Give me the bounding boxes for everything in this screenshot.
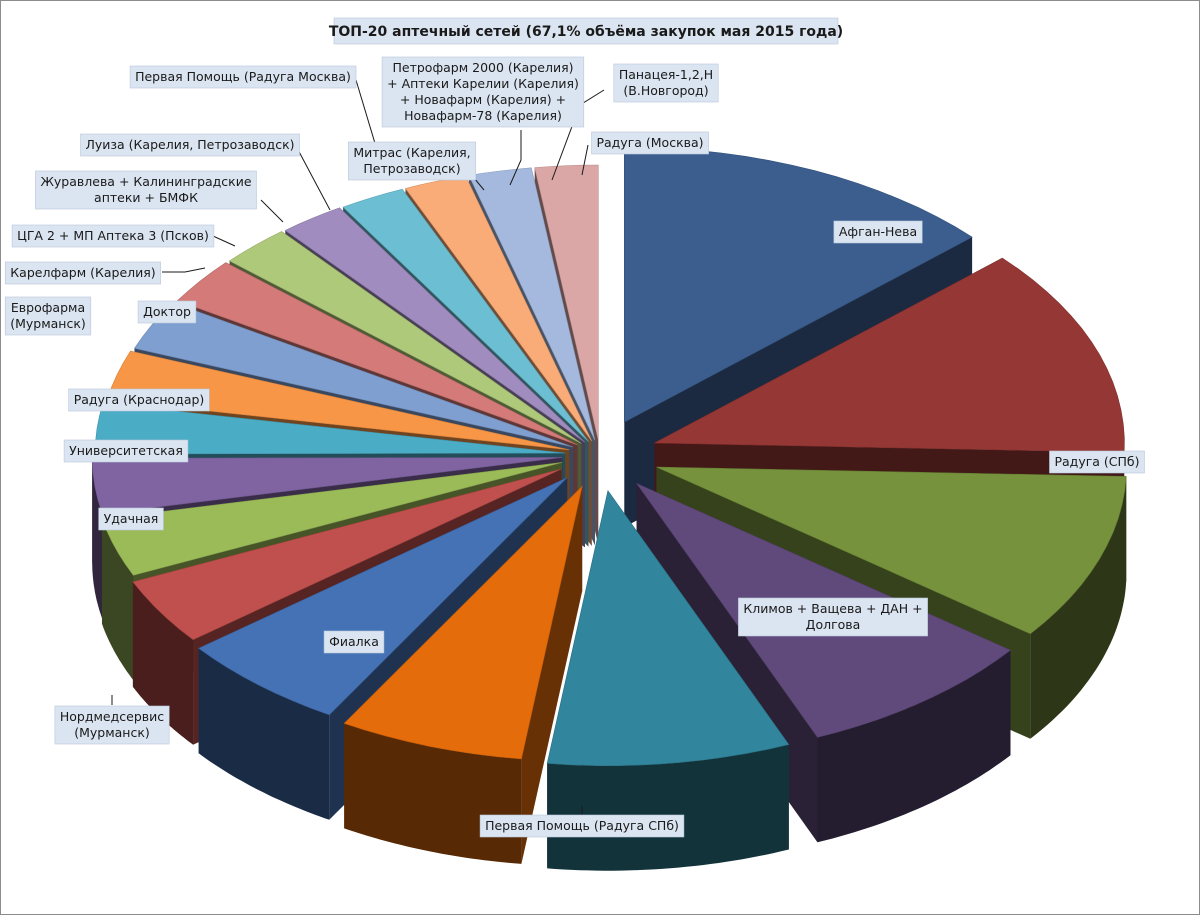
- data-label-text: Петрозаводск): [363, 161, 460, 176]
- data-label-s7: Университетская: [63, 439, 189, 463]
- data-label-s12: ЦГА 2 + МП Аптека 3 (Псков): [11, 224, 215, 248]
- data-label-text: Первая Помощь (Радуга СПб): [485, 818, 679, 833]
- data-label-text: Доктор: [143, 304, 191, 319]
- data-label-s5: Нордмедсервис(Мурманск): [54, 705, 170, 745]
- data-label-text: Митрас (Карелия,: [353, 145, 470, 160]
- data-label-s3: Первая Помощь (Радуга СПб): [479, 814, 685, 838]
- data-label-text: Нордмедсервис: [60, 709, 164, 724]
- data-label-text: Карелфарм (Карелия): [10, 265, 155, 280]
- pie-slice-1: [653, 257, 1125, 453]
- data-label-s6: Удачная: [98, 507, 164, 531]
- data-label-text: Университетская: [69, 443, 183, 458]
- data-label-s0: Афган-Нева: [833, 220, 923, 244]
- pie-slice-side: [547, 744, 789, 871]
- data-label-s15: Первая Помощь (Радуга Москва): [129, 65, 357, 89]
- data-label-text: ЦГА 2 + МП Аптека 3 (Псков): [17, 228, 209, 243]
- leader-line: [581, 144, 589, 176]
- data-label-text: Удачная: [104, 511, 159, 526]
- data-label-s18: Панацея-1,2,Н(В.Новгород): [613, 63, 719, 103]
- pie-slice-side: [198, 648, 330, 820]
- chart-title-box: ТОП-20 аптечный сетей (67,1% объёма заку…: [329, 17, 843, 45]
- data-label-text: Первая Помощь (Радуга Москва): [135, 69, 351, 84]
- data-label-text: Луиза (Карелия, Петрозаводск): [85, 137, 294, 152]
- pie-slice-side: [132, 581, 194, 745]
- chart-title: ТОП-20 аптечный сетей (67,1% объёма заку…: [329, 24, 843, 40]
- data-label-s16: Митрас (Карелия,Петрозаводск): [348, 141, 476, 181]
- pie-slice-5: [343, 485, 583, 760]
- data-label-s17: Петрофарм 2000 (Карелия)+ Аптеки Карелии…: [381, 56, 585, 128]
- data-label-text: (Мурманск): [74, 725, 150, 740]
- leader-line: [212, 235, 236, 247]
- data-label-s10: Доктор: [137, 300, 197, 324]
- data-label-s8: Радуга (Краснодар): [68, 388, 210, 412]
- data-label-s1: Радуга (СПб): [1049, 450, 1145, 474]
- leader-line: [162, 267, 206, 273]
- pie-slice-side: [1030, 476, 1127, 739]
- data-label-text: (Мурманск): [10, 316, 86, 331]
- data-label-text: аптеки + БМФК: [94, 190, 198, 205]
- data-label-text: Новафарм-78 (Карелия): [404, 108, 562, 123]
- pie-slice-4: [546, 489, 790, 767]
- data-label-text: Радуга (Краснодар): [74, 392, 205, 407]
- leader-line: [260, 199, 284, 223]
- pie-slice-side: [92, 458, 103, 619]
- pie-slice-19: [534, 164, 599, 441]
- data-label-s9: Еврофарма(Мурманск): [4, 296, 92, 336]
- pie-slice-side: [102, 518, 134, 681]
- data-label-s4: Фиалка: [323, 630, 385, 654]
- pie-slice-2: [656, 466, 1127, 635]
- data-label-s2: Климов + Ващева + ДАН +Долгова: [738, 597, 928, 637]
- data-label-text: Петрофарм 2000 (Карелия): [393, 60, 574, 75]
- data-label-text: Журавлева + Калининградские: [40, 174, 251, 189]
- pie-slice-6: [198, 477, 568, 716]
- pie-slice-side: [817, 650, 1011, 843]
- data-label-text: (В.Новгород): [623, 83, 708, 98]
- data-label-text: Радуга (СПб): [1054, 454, 1139, 469]
- leader-line: [509, 130, 522, 186]
- data-label-text: Фиалка: [329, 634, 379, 649]
- pie-slice-15: [284, 207, 586, 443]
- data-label-text: Еврофарма: [11, 300, 85, 315]
- data-label-text: Панацея-1,2,Н: [619, 67, 713, 82]
- data-label-s19: Радуга (Москва): [591, 131, 709, 155]
- data-label-text: + Новафарм (Карелия) +: [400, 92, 566, 107]
- data-label-s11: Карелфарм (Карелия): [5, 261, 161, 285]
- data-label-text: + Аптеки Карелии (Карелия): [387, 76, 579, 91]
- data-label-text: Долгова: [806, 617, 861, 632]
- leader-line: [295, 145, 331, 211]
- pie-slice-side: [344, 723, 522, 864]
- pie-slice-16: [342, 188, 589, 442]
- data-label-s14: Луиза (Карелия, Петрозаводск): [80, 133, 300, 157]
- pie-slice-7: [132, 468, 562, 641]
- pie-slice-14: [228, 231, 582, 444]
- data-label-text: Радуга (Москва): [596, 135, 703, 150]
- data-label-text: Климов + Ващева + ДАН +: [743, 601, 922, 616]
- data-label-text: Афган-Нева: [839, 224, 917, 239]
